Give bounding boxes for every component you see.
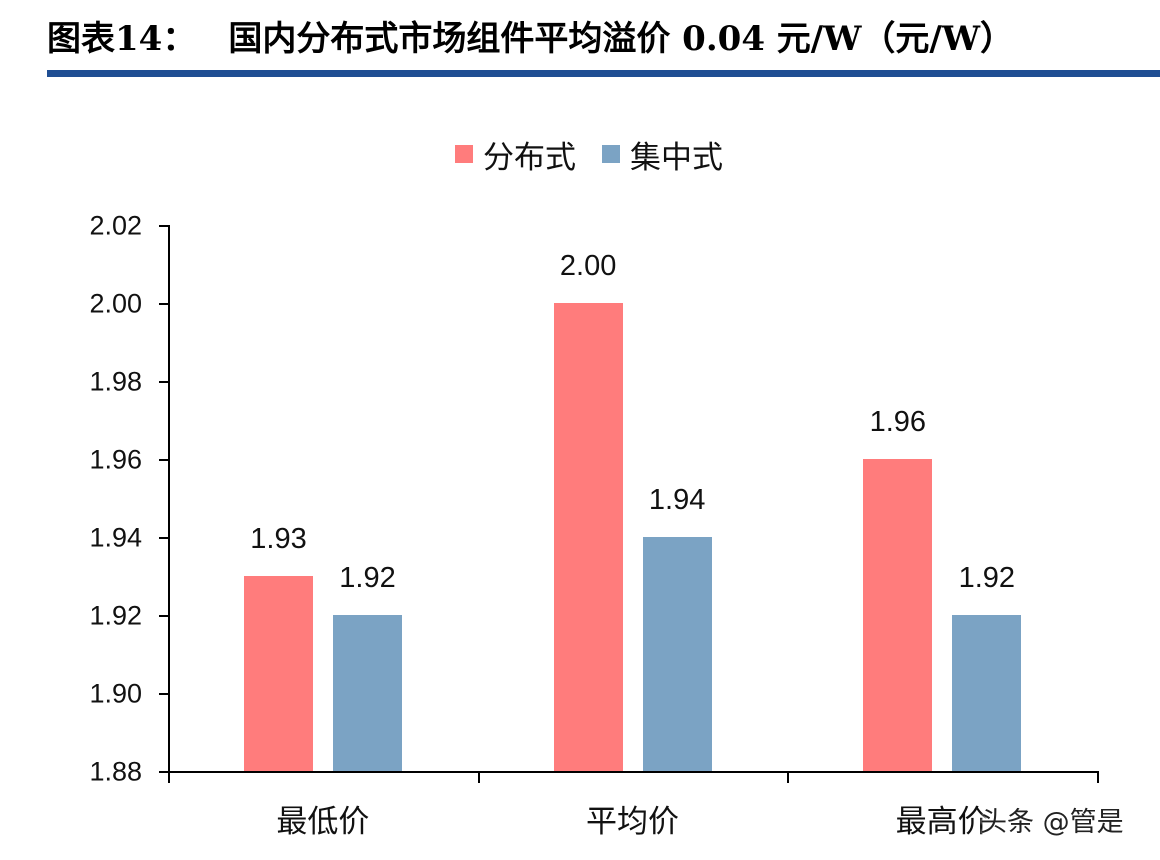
legend: 分布式 集中式 xyxy=(455,132,749,177)
x-category-label: 最低价 xyxy=(276,804,370,840)
y-tick-mark xyxy=(159,537,169,539)
x-tick-mark xyxy=(478,771,480,783)
x-axis-line xyxy=(168,771,1099,773)
bar-centralized xyxy=(952,615,1022,771)
legend-label-centralized: 集中式 xyxy=(630,139,723,176)
x-tick-mark xyxy=(1097,771,1099,783)
figure-title: 国内分布式市场组件平均溢价 0.04 元/W（元/W） xyxy=(228,19,1015,59)
bar-centralized xyxy=(333,615,402,771)
bar-value-label: 1.92 xyxy=(339,562,396,594)
y-tick-mark xyxy=(159,771,169,773)
legend-label-distributed: 分布式 xyxy=(483,139,576,176)
bar-distributed xyxy=(244,576,313,771)
y-tick-label: 1.88 xyxy=(89,756,142,787)
y-axis-line xyxy=(168,225,170,772)
x-tick-mark xyxy=(168,771,170,783)
x-tick-mark xyxy=(787,771,789,783)
y-tick-mark xyxy=(159,225,169,227)
y-tick-label: 2.00 xyxy=(89,288,142,319)
x-category-label: 最高价 xyxy=(895,804,989,840)
bar-value-label: 1.96 xyxy=(869,406,927,438)
watermark: 头条 @管是 xyxy=(980,807,1124,838)
y-tick-label: 1.94 xyxy=(89,522,142,553)
y-tick-label: 1.98 xyxy=(89,366,142,397)
y-tick-label: 1.96 xyxy=(89,444,142,475)
y-tick-mark xyxy=(159,459,169,461)
bar-value-label: 1.92 xyxy=(958,562,1016,594)
legend-item-centralized: 集中式 xyxy=(602,132,723,177)
x-category-label: 平均价 xyxy=(586,804,679,840)
bar-distributed xyxy=(863,459,933,771)
bar-value-label: 1.94 xyxy=(648,484,706,516)
y-tick-mark xyxy=(159,303,169,305)
legend-item-distributed: 分布式 xyxy=(455,132,576,177)
y-tick-mark xyxy=(159,615,169,617)
y-tick-label: 1.90 xyxy=(89,678,142,709)
bar-centralized xyxy=(642,537,712,771)
chart-title: 图表14： 国内分布式市场组件平均溢价 0.04 元/W（元/W） xyxy=(47,14,1014,64)
bar-value-label: 1.93 xyxy=(250,523,307,555)
bar-distributed xyxy=(553,303,623,771)
y-tick-mark xyxy=(159,381,169,383)
legend-swatch-centralized xyxy=(602,145,620,163)
y-tick-label: 1.92 xyxy=(89,600,142,631)
bar-value-label: 2.00 xyxy=(559,250,617,282)
legend-swatch-distributed xyxy=(455,145,473,163)
y-tick-label: 2.02 xyxy=(89,210,142,241)
figure-label: 图表14： xyxy=(47,19,197,59)
title-divider xyxy=(47,70,1160,77)
y-tick-mark xyxy=(159,693,169,695)
